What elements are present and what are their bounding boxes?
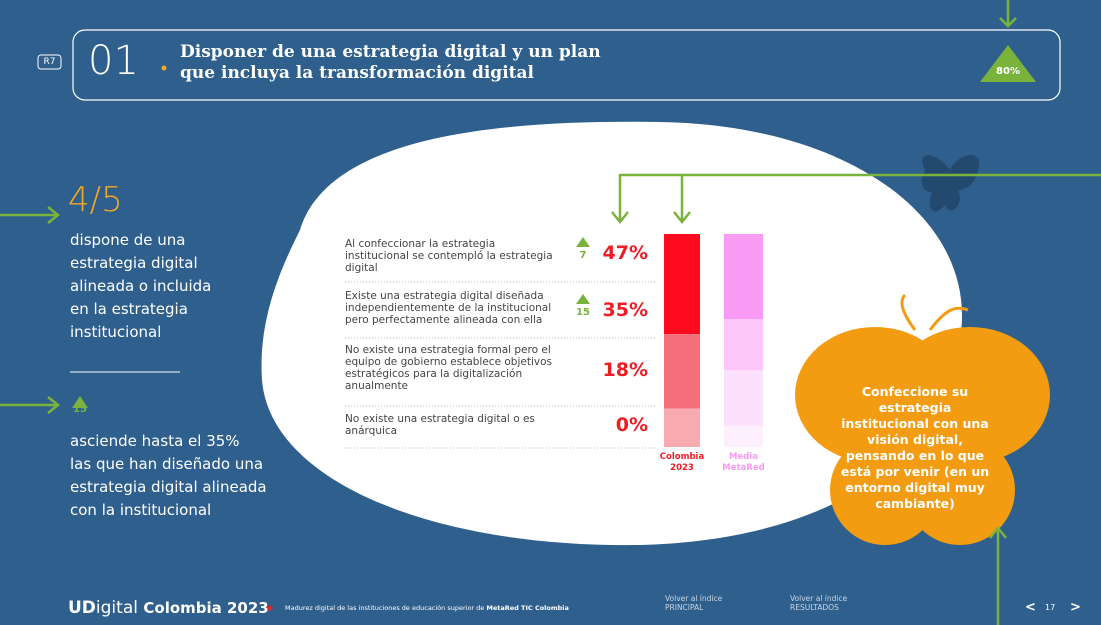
arrow: [0, 397, 58, 413]
bar-segment: [724, 319, 763, 370]
bar-segment: [664, 409, 700, 447]
section-number: 01: [88, 38, 139, 84]
summary-line: estrategia digital: [70, 252, 211, 275]
butterfly-silhouette: [922, 155, 979, 211]
badge: 80%: [980, 66, 1036, 77]
series-name: Media MetaRed: [716, 452, 771, 474]
dot: [162, 66, 167, 71]
series-name: Colombia 2023: [656, 452, 708, 474]
brand-rest: igital: [96, 598, 138, 618]
change-line: las que han diseñado una: [70, 453, 267, 476]
fraction: 4/5: [68, 180, 123, 220]
tag: R7: [38, 55, 61, 69]
bar-segment: [664, 334, 700, 409]
change-line: estrategia digital alineada: [70, 476, 267, 499]
category-label: Existe una estrategia digital diseñada i…: [345, 290, 560, 326]
slide: R7 01 Disponer de una estrategia digital…: [0, 0, 1101, 625]
brand: UDigital Colombia 2023: [68, 598, 269, 618]
prev[interactable]: <: [1025, 600, 1036, 615]
change-line: asciende hasta el 35%: [70, 430, 267, 453]
change-line: con la institucional: [70, 499, 267, 522]
title: Disponer de una estrategia digital y un …: [180, 42, 601, 84]
brand-ud: UD: [68, 598, 96, 618]
arrow: [1000, 0, 1016, 26]
change: 15: [70, 404, 90, 415]
change-text: asciende hasta el 35%las que han diseñad…: [70, 430, 267, 522]
summary-line: alineada o incluida: [70, 275, 211, 298]
link-text: RESULTADOS: [790, 603, 847, 612]
callout: Confeccione su estrategia institucional …: [840, 384, 990, 512]
bar-segment: [724, 370, 763, 425]
value-label: 0%: [588, 414, 648, 436]
title-line: Disponer de una estrategia digital y un …: [180, 42, 601, 63]
summary-line: en la estrategia: [70, 298, 211, 321]
bar-segment: [664, 234, 700, 334]
arrow: [0, 207, 58, 223]
category-label: No existe una estrategia digital o es an…: [345, 413, 560, 437]
caption-text: Madurez digital de las instituciones de …: [285, 604, 486, 612]
arrow: [990, 528, 1006, 625]
title-line: que incluya la transformación digital: [180, 63, 601, 84]
page-number: 17: [1045, 603, 1055, 612]
summary-line: dispone de una: [70, 229, 211, 252]
link-text: PRINCIPAL: [665, 603, 722, 612]
link-text: Volver al índice: [665, 594, 722, 603]
caption-bold: MetaRed TIC Colombia: [486, 604, 569, 612]
value-label: 47%: [588, 242, 648, 264]
caption: Madurez digital de las instituciones de …: [285, 604, 569, 612]
category-label: Al confeccionar la estrategia institucio…: [345, 238, 560, 274]
category-label: No existe una estrategia formal pero el …: [345, 344, 560, 392]
value-label: 35%: [588, 299, 648, 321]
brand-year: Colombia 2023: [143, 599, 268, 617]
next[interactable]: >: [1070, 600, 1081, 615]
bar-segment: [724, 426, 763, 447]
link-text: Volver al índice: [790, 594, 847, 603]
value-label: 18%: [588, 359, 648, 381]
bar-segment: [724, 234, 763, 319]
summary-line: institucional: [70, 321, 211, 344]
